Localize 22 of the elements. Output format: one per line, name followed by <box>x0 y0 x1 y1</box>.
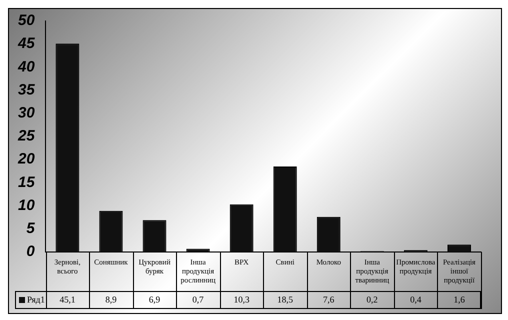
y-tick-label: 50 <box>18 12 36 30</box>
y-tick-label: 40 <box>16 58 36 76</box>
legend-label: Ряд1 <box>27 294 45 304</box>
y-tick-label: 0 <box>26 243 36 260</box>
data-label: 18,5 <box>277 294 294 304</box>
data-label: 45,1 <box>60 294 76 304</box>
data-label: 1,6 <box>454 294 466 304</box>
data-label: 7,6 <box>323 294 335 304</box>
y-tick-label: 15 <box>18 174 36 191</box>
data-label: 6,9 <box>148 294 161 304</box>
data-label: 8,9 <box>105 294 118 304</box>
y-tick-label: 10 <box>18 196 36 214</box>
y-tick-label: 5 <box>26 220 36 238</box>
data-label: 0,7 <box>192 294 204 304</box>
y-tick-label: 25 <box>16 128 36 145</box>
data-label: 0,2 <box>366 294 378 304</box>
y-tick-label: 20 <box>16 150 36 168</box>
y-tick-label: 35 <box>18 81 36 98</box>
y-tick-label: 45 <box>16 35 36 52</box>
data-label: 10,3 <box>234 294 250 304</box>
y-tick-label: 30 <box>18 104 36 122</box>
data-label: 0,4 <box>410 294 422 304</box>
